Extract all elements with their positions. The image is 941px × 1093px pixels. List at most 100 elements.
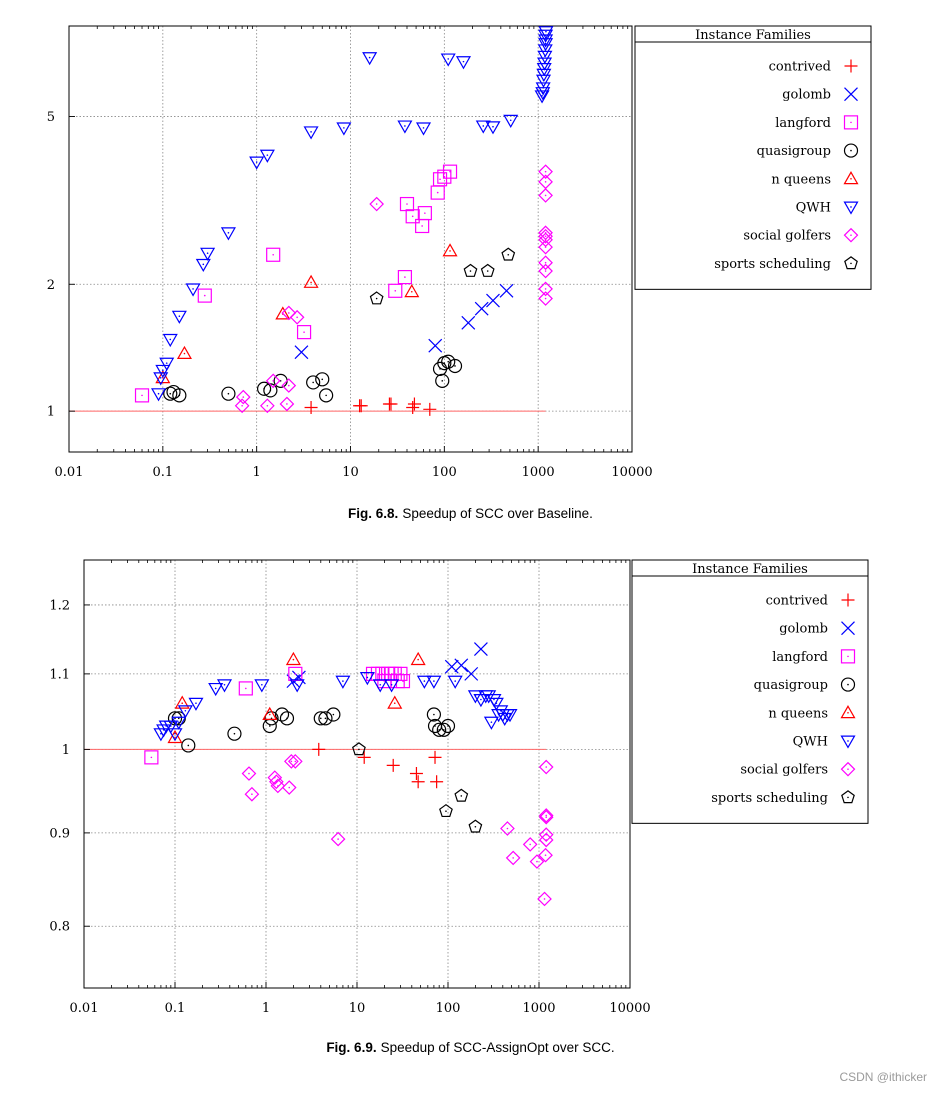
legend-marker-contrived [841,593,855,607]
data-point-social-golfers [289,309,305,325]
data-point-quasigroup [221,386,236,401]
data-point-QWH [289,679,305,693]
data-point-quasigroup [432,722,447,737]
data-point-social-golfers-dot [512,857,514,859]
data-point-QWH-dot [379,683,382,686]
legend-label-golomb: golomb [782,88,831,103]
data-point-QWH [440,53,456,67]
series-quasigroup [167,707,456,753]
data-point-quasigroup [313,711,328,726]
data-point-n-queens [303,274,319,288]
y-tick-label: 0.9 [49,826,70,841]
legend-label-QWH: QWH [793,734,828,749]
data-point-langford-dot [245,687,247,690]
series-langford [144,666,411,765]
data-point-social-golfers-dot [544,194,547,197]
data-point-QWH-dot [544,34,547,36]
data-point-contrived [312,742,326,756]
legend-label-golomb: golomb [779,622,828,637]
data-point-social-golfers [235,389,251,405]
data-point-sports-scheduling-dot [460,795,463,797]
x-tick-label: 1000 [522,1001,555,1016]
data-point-langford [266,247,281,262]
data-point-langford-dot [411,215,414,218]
data-point-n-queens [285,651,301,666]
data-point-social-golfers [538,164,553,180]
data-point-quasigroup-dot [441,380,444,382]
data-point-quasigroup-dot [269,389,272,392]
legend-marker-n-queens [843,171,859,185]
x-tick-label: 0.1 [152,465,173,480]
data-point-QWH-dot [174,732,176,735]
data-point-golomb [499,283,514,298]
data-point-quasigroup [315,372,330,387]
data-point-contrived [423,402,437,416]
legend-marker-sports-scheduling-dot [847,796,849,799]
data-point-social-golfers [500,821,515,836]
data-point-social-golfers [538,809,554,825]
data-point-social-golfers [538,225,553,241]
x-tick-label: 100 [436,1001,461,1016]
data-point-social-golfers-dot [506,827,509,830]
data-point-social-golfers [281,305,297,321]
data-point-QWH-dot [368,56,371,59]
data-point-sports-scheduling [468,819,483,833]
figure-caption-6-9: Fig. 6.9. Speedup of SCC-AssignOpt over S… [326,1040,615,1055]
data-point-QWH-dot [206,252,209,255]
data-point-contrived [384,397,398,411]
data-point-social-golfers [270,778,286,794]
data-point-QWH [195,258,211,273]
figure-caption-6-8: Fig. 6.8. Speedup of SCC over Baseline. [348,506,593,521]
data-point-social-golfers-dot [287,312,290,314]
data-point-QWH-dot [159,376,162,379]
data-point-QWH [188,697,204,711]
data-point-n-queens [174,695,190,709]
data-point-QWH [415,122,432,136]
data-point-n-queens-dot [449,250,451,252]
tick-labels: 0.01 0.1 1 10 100 1000 10000 0.8 0.9 1 1.1 1.2 [49,598,650,1016]
data-point-langford-dot [402,680,404,682]
series-contrived [304,397,437,416]
legend-label-QWH: QWH [796,200,831,215]
legend-marker-quasigroup-dot [850,149,852,152]
legend-marker-sports-scheduling-dot [850,262,852,265]
legend-marker-quasigroup [843,143,859,158]
x-tick-label: 10000 [611,465,652,480]
legend-title: Instance Families [692,562,808,577]
data-point-langford-dot [404,276,406,278]
data-point-n-queens [387,695,403,709]
data-point-QWH [216,679,233,693]
data-point-QWH [208,682,224,697]
data-point-quasigroup-dot [438,729,440,731]
data-point-QWH [447,675,463,689]
data-point-QWH-dot [390,683,393,686]
data-point-social-golfers [281,378,297,393]
legend-label-contrived: contrived [769,59,831,74]
data-point-social-golfers [284,754,299,769]
legend-marker-social-golfers-dot [850,234,852,236]
legend-label-sports-scheduling: sports scheduling [714,257,831,272]
data-point-social-golfers-dot [544,297,547,300]
y-tick-label: 1 [47,405,55,420]
data-point-langford [144,750,159,765]
data-point-langford [442,164,458,179]
data-point-golomb [444,659,459,674]
series-sports-scheduling [352,742,483,833]
data-point-QWH [151,388,167,402]
data-point-langford [399,196,415,212]
y-tick-label: 2 [47,278,55,293]
data-point-golomb [461,315,476,330]
data-point-QWH [359,672,375,686]
data-point-QWH [167,728,183,742]
data-point-n-queens-dot [393,702,396,705]
data-point-QWH-dot [423,680,426,682]
data-point-QWH-dot [178,315,181,317]
data-point-QWH-dot [177,721,180,723]
data-point-langford-dot [394,289,397,292]
data-point-n-queens [275,306,291,320]
data-point-QWH [535,82,551,96]
data-point-social-golfers [265,373,281,389]
data-point-QWH-dot [165,362,168,364]
data-point-quasigroup-dot [454,365,456,367]
data-point-QWH-dot [266,154,269,156]
